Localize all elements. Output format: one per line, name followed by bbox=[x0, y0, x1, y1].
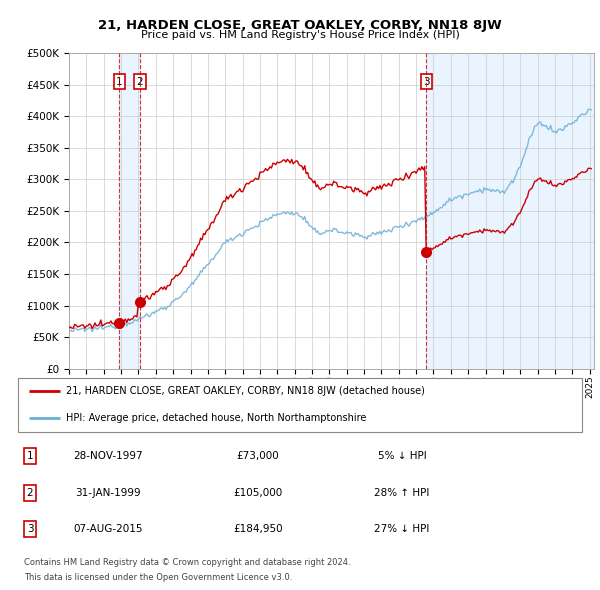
Bar bbox=[427, 53, 593, 369]
Text: 21, HARDEN CLOSE, GREAT OAKLEY, CORBY, NN18 8JW: 21, HARDEN CLOSE, GREAT OAKLEY, CORBY, N… bbox=[98, 19, 502, 32]
Text: HPI: Average price, detached house, North Northamptonshire: HPI: Average price, detached house, Nort… bbox=[66, 414, 367, 423]
Text: £184,950: £184,950 bbox=[233, 525, 283, 534]
Bar bbox=[119, 53, 140, 369]
Text: 27% ↓ HPI: 27% ↓ HPI bbox=[374, 525, 430, 534]
Text: 2: 2 bbox=[137, 77, 143, 87]
Text: 07-AUG-2015: 07-AUG-2015 bbox=[73, 525, 143, 534]
Text: 3: 3 bbox=[26, 525, 34, 534]
Text: £105,000: £105,000 bbox=[233, 488, 283, 497]
Text: 28% ↑ HPI: 28% ↑ HPI bbox=[374, 488, 430, 497]
Text: Price paid vs. HM Land Registry's House Price Index (HPI): Price paid vs. HM Land Registry's House … bbox=[140, 30, 460, 40]
Text: 21, HARDEN CLOSE, GREAT OAKLEY, CORBY, NN18 8JW (detached house): 21, HARDEN CLOSE, GREAT OAKLEY, CORBY, N… bbox=[66, 386, 425, 396]
Text: This data is licensed under the Open Government Licence v3.0.: This data is licensed under the Open Gov… bbox=[24, 573, 292, 582]
Text: 1: 1 bbox=[116, 77, 123, 87]
Text: 28-NOV-1997: 28-NOV-1997 bbox=[73, 451, 143, 461]
Text: £73,000: £73,000 bbox=[236, 451, 280, 461]
Text: 1: 1 bbox=[26, 451, 34, 461]
Text: 31-JAN-1999: 31-JAN-1999 bbox=[75, 488, 141, 497]
Text: 2: 2 bbox=[26, 488, 34, 497]
Text: Contains HM Land Registry data © Crown copyright and database right 2024.: Contains HM Land Registry data © Crown c… bbox=[24, 559, 350, 568]
Text: 5% ↓ HPI: 5% ↓ HPI bbox=[377, 451, 427, 461]
Text: 3: 3 bbox=[423, 77, 430, 87]
